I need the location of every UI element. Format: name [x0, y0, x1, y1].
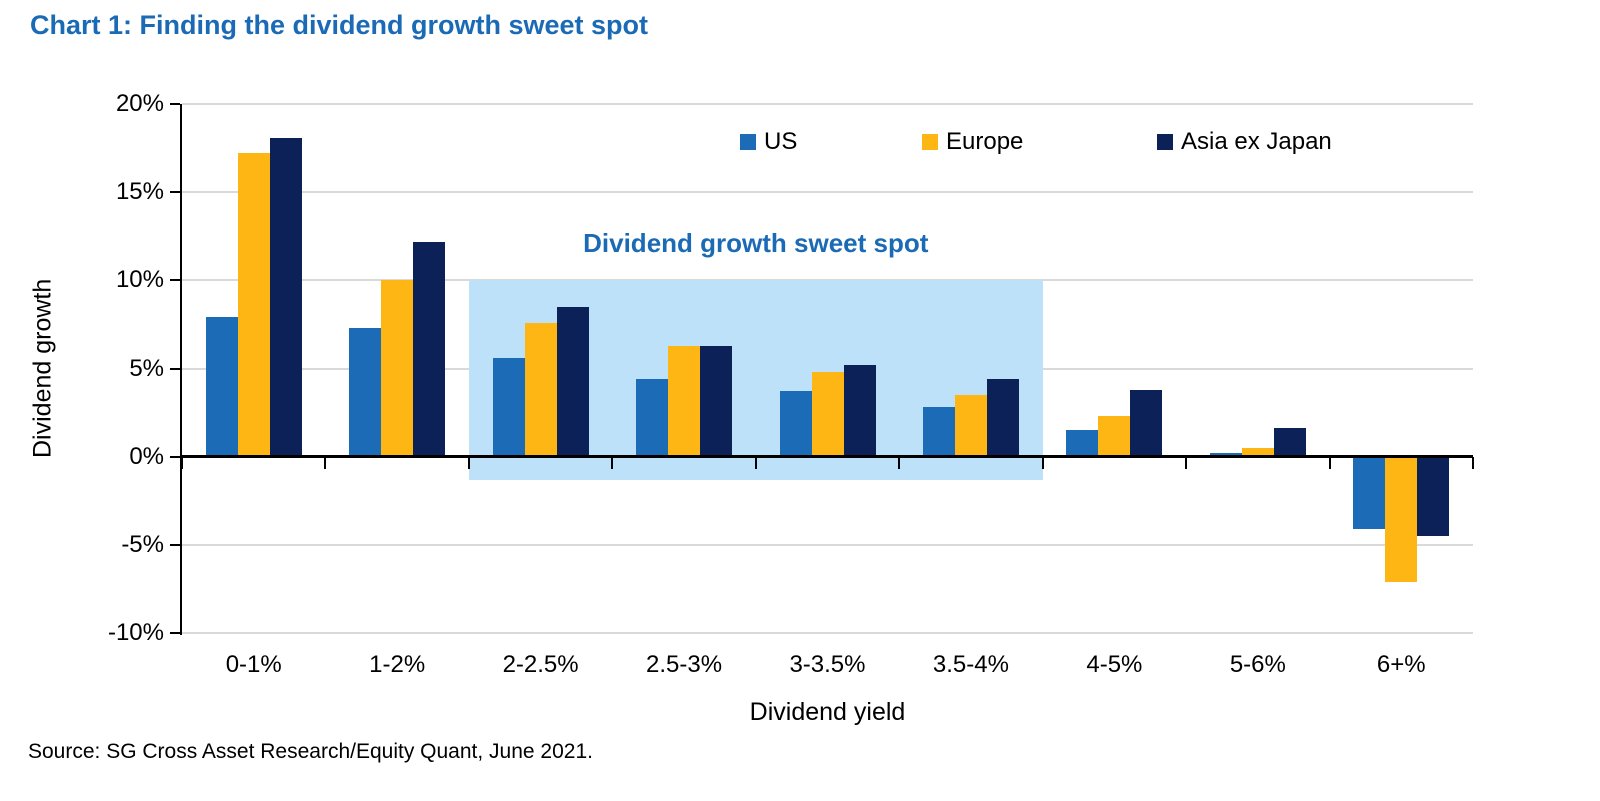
chart-title: Chart 1: Finding the dividend growth swe… — [30, 10, 649, 40]
bar-europe-6- — [1385, 456, 1418, 582]
bar-europe-5-6- — [1241, 447, 1274, 458]
bar-us-2-5-3- — [636, 379, 669, 458]
bar-asia-ex-japan-0-1- — [269, 137, 302, 458]
x-axis-tick-4 — [754, 456, 757, 469]
y-tick-label-10: 10% — [115, 266, 164, 294]
bar-europe-3-3-5- — [811, 372, 844, 458]
bar-us-1-2- — [349, 327, 382, 458]
x-axis-tick-5 — [898, 456, 901, 469]
bar-europe-2-2-5- — [524, 322, 557, 458]
bar-asia-ex-japan-1-2- — [413, 241, 446, 458]
bar-asia-ex-japan-3-5-4- — [986, 379, 1019, 458]
bar-asia-ex-japan-3-3-5- — [843, 364, 876, 458]
bar-us-2-2-5- — [492, 357, 525, 458]
bar-europe-0-1- — [237, 153, 270, 458]
y-tick-label-20: 20% — [115, 90, 164, 117]
y-axis-tick-10 — [170, 279, 180, 282]
x-axis-tick-1 — [324, 456, 327, 469]
y-axis-title: Dividend growth — [28, 278, 57, 459]
x-tick-label-3-5-4-: 3.5-4% — [932, 651, 1009, 678]
bar-us-0-1- — [205, 317, 238, 458]
legend-swatch-icon — [740, 134, 756, 150]
x-axis-title: Dividend yield — [749, 698, 906, 726]
bar-asia-ex-japan-2-2-5- — [556, 306, 589, 458]
y-tick-label-5: 5% — [129, 354, 164, 382]
bar-europe-1-2- — [381, 280, 414, 458]
y-axis-tick-0 — [170, 455, 180, 458]
bar-asia-ex-japan-5-6- — [1273, 428, 1306, 458]
y-tick-label-15: 15% — [115, 178, 164, 206]
legend-label: Europe — [946, 128, 1024, 155]
y-axis-tick--5 — [170, 543, 180, 546]
y-axis-tick-15 — [170, 191, 180, 194]
legend-swatch-icon — [1157, 134, 1173, 150]
x-axis-tick-2 — [467, 456, 470, 469]
x-axis-tick-7 — [1185, 456, 1188, 469]
y-axis-line — [180, 104, 182, 635]
y-tick-label--10: -10% — [107, 619, 164, 646]
x-tick-label-0-1-: 0-1% — [225, 651, 282, 678]
x-axis-tick-8 — [1328, 456, 1331, 469]
bar-us-3-3-5- — [779, 391, 812, 458]
legend-swatch-icon — [922, 134, 938, 150]
legend-item-europe: Europe — [922, 128, 1023, 156]
bar-us-4-5- — [1066, 430, 1099, 458]
gridline-20 — [182, 103, 1473, 105]
legend-item-asia-ex-japan: Asia ex Japan — [1157, 128, 1332, 156]
legend-label: US — [764, 128, 798, 155]
x-tick-label-5-6-: 5-6% — [1229, 651, 1286, 678]
x-axis-tick-9 — [1472, 456, 1474, 469]
y-axis-tick-5 — [170, 367, 180, 370]
y-tick-label-0: 0% — [129, 442, 164, 470]
x-tick-label-3-3-5-: 3-3.5% — [789, 651, 866, 678]
gridline--10 — [182, 632, 1473, 634]
legend: US Europe Asia ex Japan — [182, 128, 1473, 156]
y-axis-tick--10 — [170, 632, 180, 634]
gridline-15 — [182, 191, 1473, 194]
x-tick-label-4-5-: 4-5% — [1086, 651, 1143, 678]
x-tick-label-6-: 6+% — [1376, 651, 1426, 678]
bar-europe-3-5-4- — [954, 394, 987, 458]
source-text: Source: SG Cross Asset Research/Equity Q… — [28, 740, 593, 763]
sweet-spot-annotation: Dividend growth sweet spot — [583, 228, 929, 259]
x-axis-tick-0 — [181, 456, 183, 469]
gridline--5 — [182, 543, 1473, 546]
x-axis-tick-3 — [611, 456, 614, 469]
legend-label: Asia ex Japan — [1181, 128, 1332, 155]
bar-asia-ex-japan-2-5-3- — [700, 345, 733, 458]
y-tick-label--5: -5% — [121, 530, 164, 558]
x-tick-label-2-5-3-: 2.5-3% — [646, 651, 723, 678]
bar-us-3-5-4- — [922, 407, 955, 458]
x-axis-line — [182, 455, 1473, 459]
x-tick-label-2-2-5-: 2-2.5% — [502, 651, 579, 678]
bar-europe-4-5- — [1098, 416, 1131, 458]
legend-item-us: US — [740, 128, 797, 156]
y-axis-tick-20 — [170, 103, 180, 105]
x-axis-tick-6 — [1041, 456, 1044, 469]
bar-asia-ex-japan-6- — [1417, 456, 1450, 536]
bar-europe-2-5-3- — [668, 345, 701, 458]
plot-area: Dividend growth sweet spot 20% 15% 10% 5% 0% -… — [108, 92, 1474, 678]
bar-asia-ex-japan-4-5- — [1130, 389, 1163, 458]
x-tick-label-1-2-: 1-2% — [369, 651, 426, 678]
bar-us-6- — [1353, 456, 1386, 529]
